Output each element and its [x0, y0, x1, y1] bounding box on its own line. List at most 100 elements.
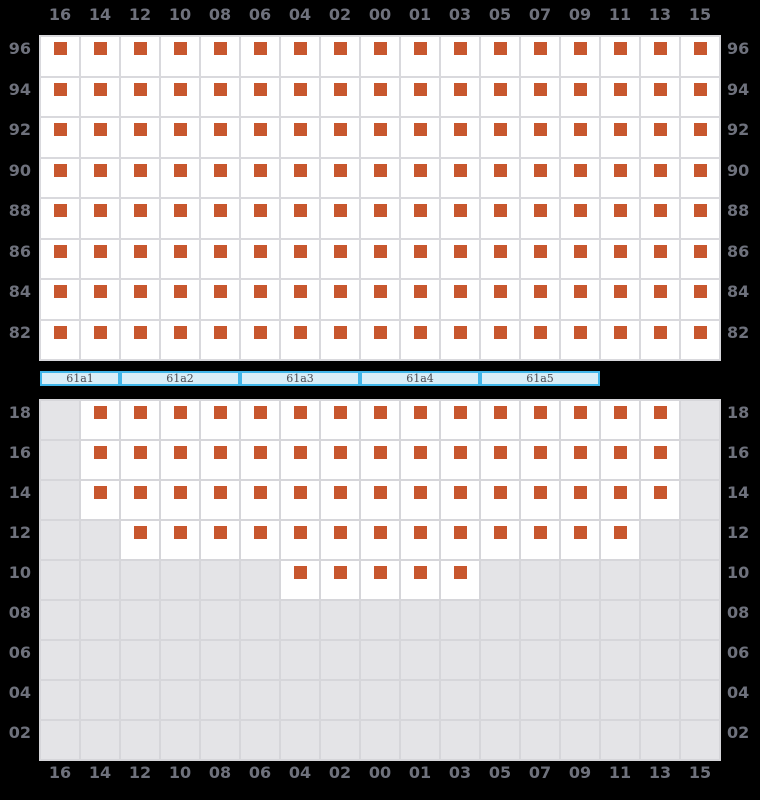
slot-cell[interactable]: [240, 198, 280, 239]
slot-cell[interactable]: [640, 238, 680, 279]
slot-cell[interactable]: [120, 279, 160, 320]
slot-cell[interactable]: [240, 319, 280, 360]
slot-cell[interactable]: [360, 117, 400, 158]
slot-cell[interactable]: [640, 480, 680, 520]
slot-cell[interactable]: [480, 76, 520, 117]
slot-cell[interactable]: [480, 319, 520, 360]
slot-cell[interactable]: [440, 400, 480, 440]
slot-cell[interactable]: [400, 560, 440, 600]
slot-cell[interactable]: [160, 520, 200, 560]
slot-cell[interactable]: [440, 157, 480, 198]
slot-cell[interactable]: [360, 560, 400, 600]
slot-cell[interactable]: [240, 36, 280, 77]
slot-cell[interactable]: [80, 36, 120, 77]
slot-cell[interactable]: [400, 238, 440, 279]
slot-cell[interactable]: [440, 440, 480, 480]
slot-cell[interactable]: [520, 76, 560, 117]
slot-cell[interactable]: [400, 279, 440, 320]
slot-cell[interactable]: [600, 238, 640, 279]
slot-cell[interactable]: [200, 76, 240, 117]
slot-cell[interactable]: [280, 157, 320, 198]
slot-cell[interactable]: [560, 480, 600, 520]
slot-cell[interactable]: [440, 76, 480, 117]
slot-cell[interactable]: [600, 198, 640, 239]
slot-cell[interactable]: [360, 520, 400, 560]
slot-cell[interactable]: [560, 520, 600, 560]
slot-cell[interactable]: [440, 480, 480, 520]
slot-cell[interactable]: [160, 440, 200, 480]
slot-cell[interactable]: [680, 117, 720, 158]
slot-cell[interactable]: [80, 157, 120, 198]
slot-cell[interactable]: [240, 76, 280, 117]
slot-cell[interactable]: [560, 198, 600, 239]
slot-cell[interactable]: [640, 319, 680, 360]
slot-cell[interactable]: [600, 36, 640, 77]
slot-cell[interactable]: [480, 36, 520, 77]
slot-cell[interactable]: [480, 279, 520, 320]
slot-cell[interactable]: [120, 480, 160, 520]
slot-cell[interactable]: [280, 560, 320, 600]
slot-cell[interactable]: [600, 400, 640, 440]
slot-cell[interactable]: [680, 36, 720, 77]
slot-cell[interactable]: [440, 560, 480, 600]
slot-cell[interactable]: [80, 480, 120, 520]
slot-cell[interactable]: [40, 76, 80, 117]
slot-cell[interactable]: [240, 238, 280, 279]
slot-cell[interactable]: [80, 279, 120, 320]
slot-cell[interactable]: [680, 238, 720, 279]
slot-cell[interactable]: [320, 198, 360, 239]
slot-cell[interactable]: [440, 198, 480, 239]
slot-cell[interactable]: [360, 157, 400, 198]
slot-cell[interactable]: [360, 319, 400, 360]
slot-cell[interactable]: [40, 279, 80, 320]
slot-cell[interactable]: [200, 319, 240, 360]
slot-cell[interactable]: [80, 117, 120, 158]
slot-cell[interactable]: [440, 520, 480, 560]
slot-cell[interactable]: [160, 117, 200, 158]
slot-cell[interactable]: [200, 440, 240, 480]
slot-cell[interactable]: [360, 279, 400, 320]
slot-cell[interactable]: [160, 279, 200, 320]
slot-cell[interactable]: [240, 157, 280, 198]
slot-cell[interactable]: [200, 238, 240, 279]
slot-cell[interactable]: [560, 76, 600, 117]
slot-cell[interactable]: [640, 36, 680, 77]
slot-cell[interactable]: [40, 238, 80, 279]
slot-cell[interactable]: [440, 36, 480, 77]
slot-cell[interactable]: [520, 157, 560, 198]
slot-cell[interactable]: [400, 36, 440, 77]
slot-cell[interactable]: [560, 238, 600, 279]
slot-cell[interactable]: [320, 76, 360, 117]
slot-cell[interactable]: [440, 279, 480, 320]
slot-cell[interactable]: [320, 520, 360, 560]
slot-cell[interactable]: [120, 76, 160, 117]
slot-cell[interactable]: [680, 198, 720, 239]
slot-cell[interactable]: [320, 480, 360, 520]
slot-cell[interactable]: [200, 157, 240, 198]
slot-cell[interactable]: [240, 117, 280, 158]
slot-cell[interactable]: [520, 520, 560, 560]
slot-cell[interactable]: [80, 440, 120, 480]
slot-cell[interactable]: [240, 279, 280, 320]
slot-cell[interactable]: [280, 440, 320, 480]
slot-cell[interactable]: [160, 319, 200, 360]
slot-cell[interactable]: [480, 440, 520, 480]
slot-cell[interactable]: [320, 440, 360, 480]
hatch-cover-segment[interactable]: 61a4: [360, 371, 480, 386]
slot-cell[interactable]: [600, 480, 640, 520]
slot-cell[interactable]: [400, 198, 440, 239]
slot-cell[interactable]: [320, 400, 360, 440]
slot-cell[interactable]: [520, 117, 560, 158]
slot-cell[interactable]: [640, 117, 680, 158]
slot-cell[interactable]: [400, 400, 440, 440]
slot-cell[interactable]: [480, 400, 520, 440]
slot-cell[interactable]: [560, 440, 600, 480]
slot-cell[interactable]: [360, 238, 400, 279]
slot-cell[interactable]: [480, 480, 520, 520]
slot-cell[interactable]: [400, 319, 440, 360]
slot-cell[interactable]: [520, 319, 560, 360]
slot-cell[interactable]: [160, 198, 200, 239]
slot-cell[interactable]: [600, 76, 640, 117]
slot-cell[interactable]: [680, 279, 720, 320]
slot-cell[interactable]: [320, 319, 360, 360]
